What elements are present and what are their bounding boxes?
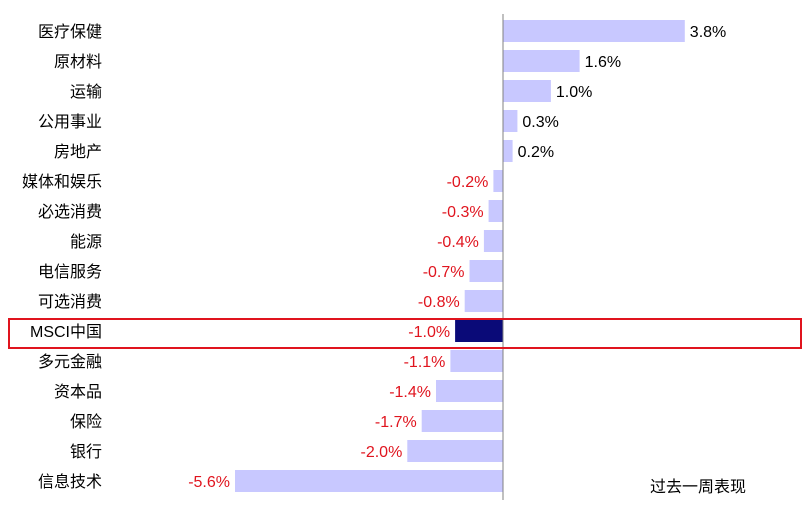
category-label: 运输 <box>70 83 102 101</box>
value-label: -1.7% <box>375 414 417 431</box>
value-label: -0.4% <box>437 234 479 251</box>
bar-13 <box>421 410 503 432</box>
bar-5 <box>493 170 503 192</box>
category-label: 医疗保健 <box>38 23 102 41</box>
bar-9 <box>464 290 503 312</box>
value-label: 0.2% <box>518 144 554 161</box>
legend-label: 过去一周表现 <box>650 478 746 496</box>
category-label: 媒体和娱乐 <box>22 173 102 191</box>
value-label: 1.0% <box>556 84 592 101</box>
bar-15 <box>235 470 503 492</box>
value-label: 1.6% <box>585 54 621 71</box>
category-label: 原材料 <box>54 53 102 71</box>
value-label: -2.0% <box>361 444 403 461</box>
bar-0 <box>503 20 685 42</box>
category-label: 资本品 <box>54 383 102 401</box>
bar-12 <box>436 380 503 402</box>
bar-1 <box>503 50 580 72</box>
value-label: -1.0% <box>408 324 450 341</box>
bar-4 <box>503 140 513 162</box>
bar-14 <box>407 440 503 462</box>
value-label: 0.3% <box>522 114 558 131</box>
category-label: MSCI中国 <box>30 323 102 341</box>
bars-group <box>235 20 685 492</box>
value-labels-group: 3.8% 1.6% 1.0% 0.3% 0.2% -0.2% -0.3% -0.4% -0.7%… <box>188 24 726 491</box>
category-label: 房地产 <box>54 143 102 161</box>
value-label: -1.1% <box>404 354 446 371</box>
value-label: -5.6% <box>188 474 230 491</box>
category-label: 公用事业 <box>38 113 102 131</box>
bar-10 <box>455 320 503 342</box>
bar-2 <box>503 80 551 102</box>
highlight-box <box>8 318 802 349</box>
value-label: -0.8% <box>418 294 460 311</box>
value-label: -0.7% <box>423 264 465 281</box>
category-label: 能源 <box>70 233 102 251</box>
category-label: 银行 <box>70 443 102 461</box>
category-label: 可选消费 <box>38 293 102 311</box>
category-label: 保险 <box>70 413 102 431</box>
value-label: -1.4% <box>389 384 431 401</box>
value-label: -0.2% <box>447 174 489 191</box>
category-label: 信息技术 <box>38 473 102 491</box>
bar-8 <box>469 260 503 282</box>
bar-3 <box>503 110 518 132</box>
category-label: 多元金融 <box>38 353 102 371</box>
bar-6 <box>488 200 503 222</box>
bar-7 <box>483 230 503 252</box>
value-label: -0.3% <box>442 204 484 221</box>
category-label: 必选消费 <box>38 203 102 221</box>
value-label: 3.8% <box>690 24 726 41</box>
category-label: 电信服务 <box>38 263 102 281</box>
bar-11 <box>450 350 503 372</box>
